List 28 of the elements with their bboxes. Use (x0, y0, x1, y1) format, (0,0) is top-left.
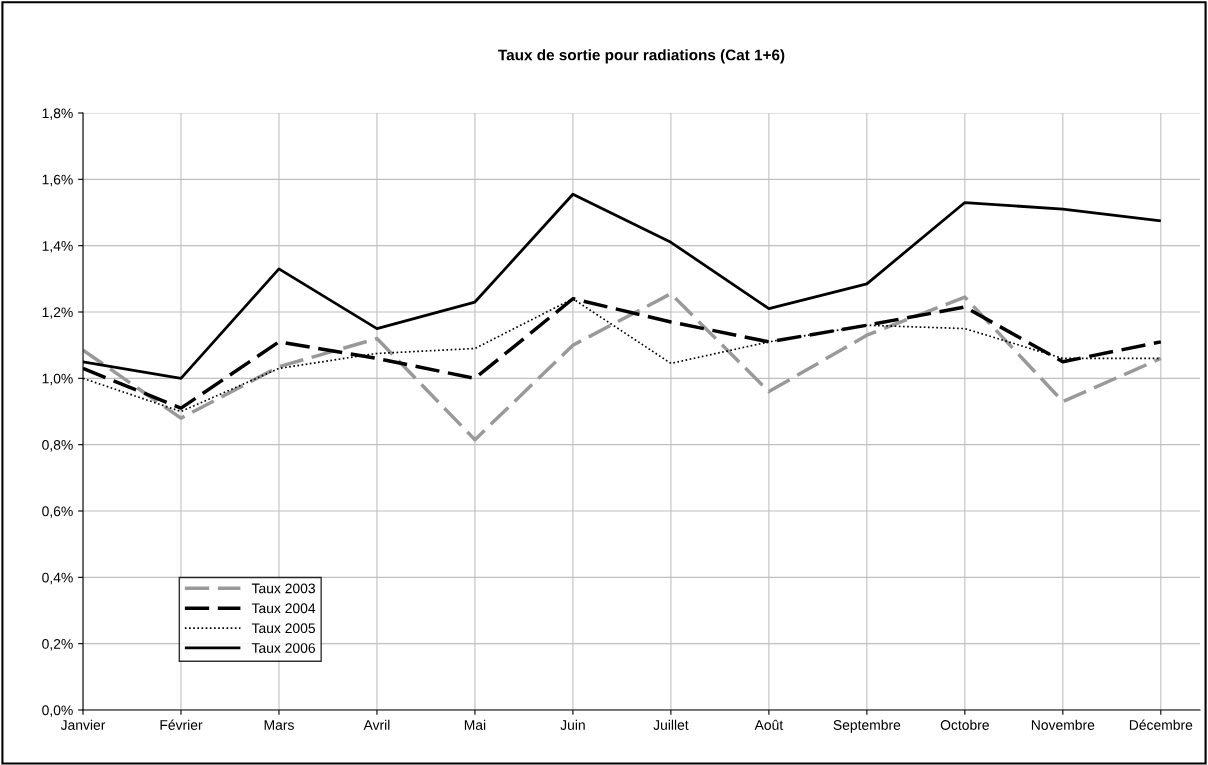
line-series (83, 292, 1163, 442)
y-tick-label: 0,8% (42, 440, 73, 452)
y-tick-label: 0,6% (42, 506, 73, 518)
x-tick-label: Février (160, 719, 203, 730)
y-tick-label: 1,2% (42, 307, 73, 319)
x-tick-label: Novembre (1031, 719, 1095, 730)
x-tick-label: Avril (363, 719, 390, 730)
chart-title: Taux de sortie pour radiations (Cat 1+6) (498, 49, 785, 64)
x-tick-label: Janvier (60, 719, 106, 730)
y-tick-label: 1,0% (42, 373, 73, 386)
x-tick-label: Octobre (940, 719, 989, 730)
x-tick-label: Septembre (833, 719, 901, 733)
y-tick-label: 0,2% (42, 639, 73, 651)
x-tick-label: Décembre (1129, 719, 1193, 730)
x-tick-label: Juin (560, 719, 585, 730)
y-tick-label: 1,8% (42, 108, 73, 120)
legend-label: Taux 2005 (251, 623, 316, 634)
x-tick-label: Mai (464, 719, 486, 730)
y-tick-label: 1,4% (42, 241, 73, 253)
y-tick-label: 1,6% (42, 174, 73, 187)
y-tick-label: 0,0% (42, 705, 73, 717)
legend-label: Taux 2003 (251, 583, 315, 594)
legend-label: Taux 2006 (251, 643, 315, 653)
legend-label: Taux 2004 (251, 603, 316, 614)
x-tick-label: Août (754, 719, 784, 730)
y-tick-label: 0,4% (42, 572, 73, 585)
x-tick-label: Mars (264, 720, 294, 730)
x-tick-label: Juillet (653, 719, 689, 730)
